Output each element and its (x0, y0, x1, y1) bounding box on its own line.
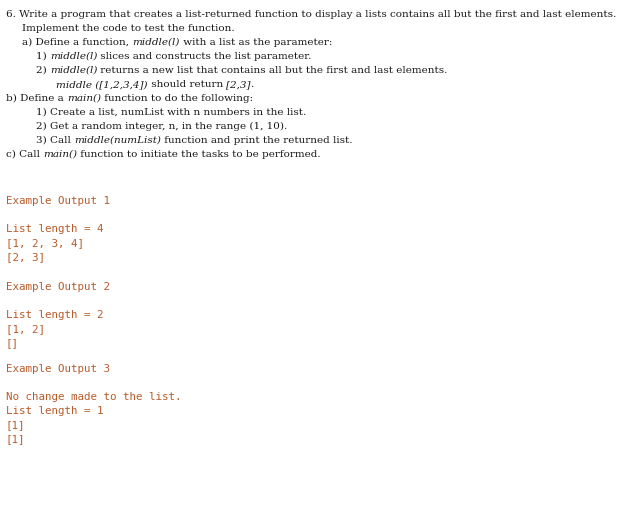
Text: a) Define a function,: a) Define a function, (22, 38, 132, 47)
Text: b) Define a: b) Define a (6, 94, 67, 103)
Text: slices and constructs the list parameter.: slices and constructs the list parameter… (97, 52, 312, 61)
Text: function and print the returned list.: function and print the returned list. (161, 136, 352, 145)
Text: Example Output 3: Example Output 3 (6, 364, 110, 374)
Text: 1) Create a list, numList with n numbers in the list.: 1) Create a list, numList with n numbers… (36, 108, 306, 117)
Text: [1, 2, 3, 4]: [1, 2, 3, 4] (6, 238, 84, 248)
Text: main(): main() (67, 94, 101, 103)
Text: 1): 1) (36, 52, 50, 61)
Text: List length = 4: List length = 4 (6, 224, 104, 234)
Text: [1]: [1] (6, 434, 26, 444)
Text: 3) Call: 3) Call (36, 136, 74, 145)
Text: middle ([1,2,3,4]): middle ([1,2,3,4]) (56, 80, 147, 89)
Text: No change made to the list.: No change made to the list. (6, 392, 181, 402)
Text: 2): 2) (36, 66, 50, 75)
Text: 6. Write a program that creates a list-returned function to display a lists cont: 6. Write a program that creates a list-r… (6, 10, 616, 19)
Text: List length = 2: List length = 2 (6, 310, 104, 320)
Text: 2) Get a random integer, n, in the range (1, 10).: 2) Get a random integer, n, in the range… (36, 122, 287, 131)
Text: returns a new list that contains all but the first and last elements.: returns a new list that contains all but… (97, 66, 448, 75)
Text: function to initiate the tasks to be performed.: function to initiate the tasks to be per… (77, 150, 321, 159)
Text: Example Output 1: Example Output 1 (6, 196, 110, 206)
Text: main(): main() (43, 150, 77, 159)
Text: List length = 1: List length = 1 (6, 406, 104, 416)
Text: []: [] (6, 338, 19, 348)
Text: .: . (251, 80, 254, 89)
Text: [1, 2]: [1, 2] (6, 324, 45, 334)
Text: [2,3]: [2,3] (226, 80, 251, 89)
Text: c) Call: c) Call (6, 150, 43, 159)
Text: Example Output 2: Example Output 2 (6, 282, 110, 292)
Text: [2, 3]: [2, 3] (6, 252, 45, 262)
Text: should return: should return (147, 80, 226, 89)
Text: function to do the following:: function to do the following: (101, 94, 253, 103)
Text: middle(numList): middle(numList) (74, 136, 161, 145)
Text: middle(l): middle(l) (50, 52, 97, 61)
Text: Implement the code to test the function.: Implement the code to test the function. (22, 24, 235, 33)
Text: middle(l): middle(l) (132, 38, 179, 47)
Text: with a list as the parameter:: with a list as the parameter: (179, 38, 332, 47)
Text: middle(l): middle(l) (50, 66, 97, 75)
Text: [1]: [1] (6, 420, 26, 430)
